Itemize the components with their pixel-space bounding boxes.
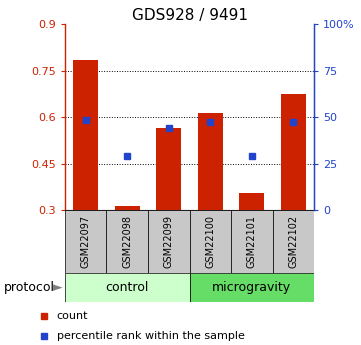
Text: GSM22101: GSM22101	[247, 215, 257, 268]
Text: GSM22098: GSM22098	[122, 215, 132, 268]
Text: GSM22099: GSM22099	[164, 215, 174, 268]
Text: control: control	[105, 281, 149, 294]
Bar	[273, 210, 314, 273]
Text: count: count	[57, 311, 88, 321]
Bar	[106, 210, 148, 273]
Bar	[115, 206, 140, 210]
Text: percentile rank within the sample: percentile rank within the sample	[57, 332, 245, 342]
Bar	[239, 193, 264, 210]
Text: GSM22097: GSM22097	[81, 215, 91, 268]
Text: GSM22100: GSM22100	[205, 215, 215, 268]
Text: GSM22102: GSM22102	[288, 215, 298, 268]
Bar	[65, 273, 190, 302]
Bar	[65, 210, 106, 273]
Text: ►: ►	[53, 281, 62, 294]
Text: microgravity: microgravity	[212, 281, 291, 294]
Bar	[190, 210, 231, 273]
Bar	[190, 273, 314, 302]
Bar	[198, 112, 223, 210]
Bar	[231, 210, 273, 273]
Bar	[148, 210, 190, 273]
Text: protocol: protocol	[4, 281, 55, 294]
Bar	[73, 60, 98, 210]
Title: GDS928 / 9491: GDS928 / 9491	[131, 8, 248, 23]
Bar	[281, 94, 306, 210]
Bar	[156, 128, 181, 210]
